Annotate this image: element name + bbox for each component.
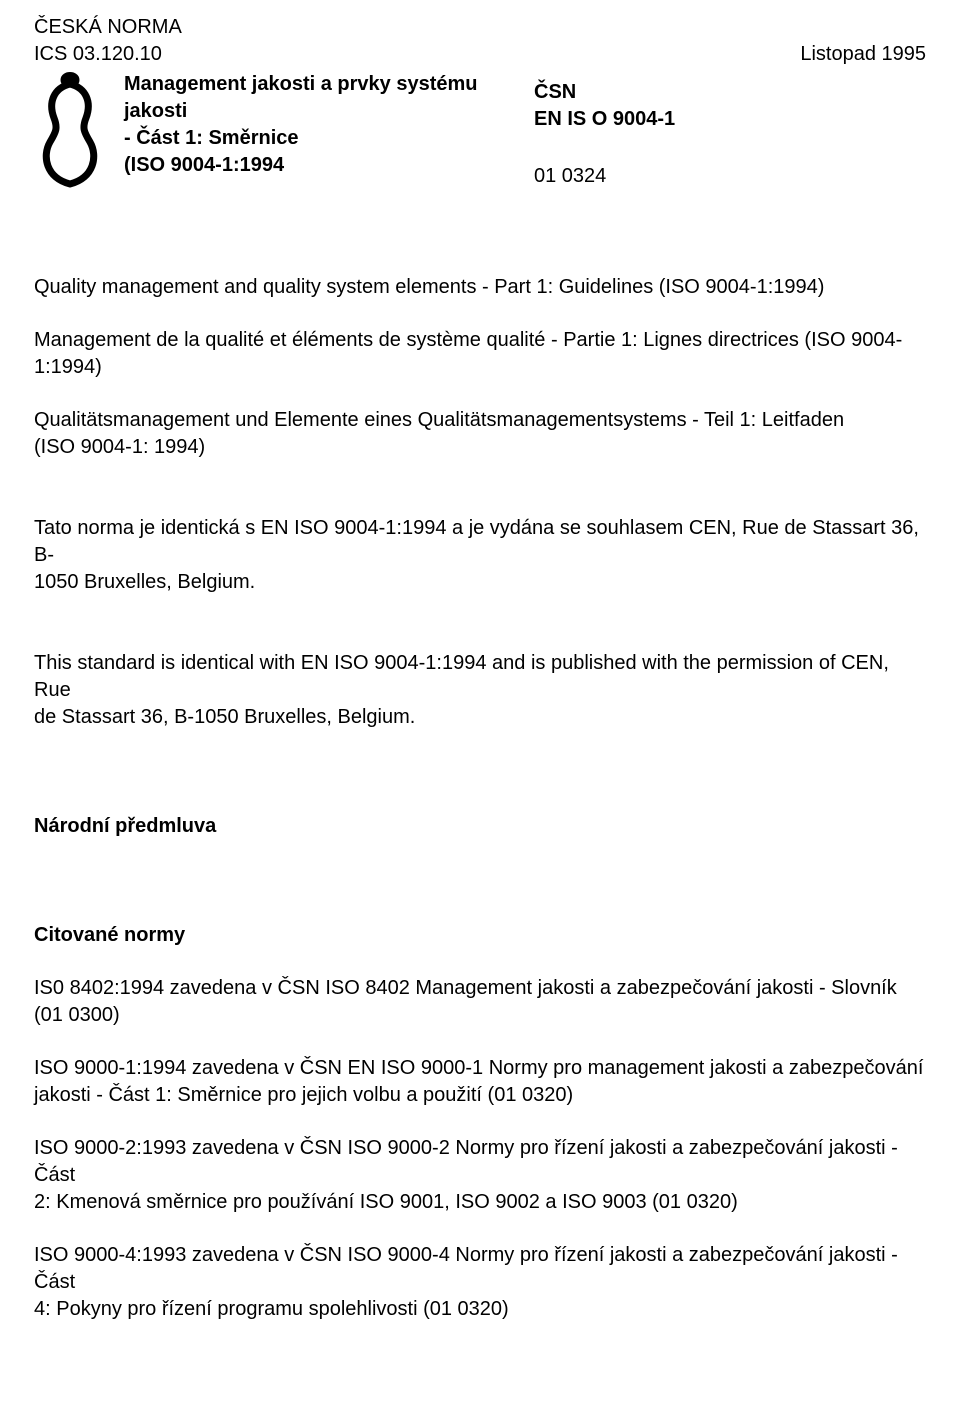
header-row: ICS 03.120.10 Listopad 1995: [34, 41, 926, 68]
text-line: ISO 9000-4:1993 zavedena v ČSN ISO 9000-…: [34, 1242, 926, 1296]
text-line: de Stassart 36, B-1050 Bruxelles, Belgiu…: [34, 704, 926, 731]
designation-block: ČSN EN IS O 9004-1 01 0324: [534, 70, 926, 190]
text-line: Quality management and quality system el…: [34, 274, 926, 301]
issue-date: Listopad 1995: [800, 41, 926, 68]
title-line: Management jakosti a prvky systému: [124, 71, 524, 98]
title-line: jakosti: [124, 98, 524, 125]
text-line: ISO 9000-2:1993 zavedena v ČSN ISO 9000-…: [34, 1135, 926, 1189]
foreign-title-en: Quality management and quality system el…: [34, 274, 926, 301]
cited-standard-item: ISO 9000-4:1993 zavedena v ČSN ISO 9000-…: [34, 1242, 926, 1323]
text-line: (ISO 9004-1: 1994): [34, 434, 926, 461]
text-line: (01 0300): [34, 1002, 926, 1029]
classification-code: 01 0324: [534, 163, 926, 190]
foreign-title-fr: Management de la qualité et éléments de …: [34, 327, 926, 381]
text-line: 1050 Bruxelles, Belgium.: [34, 569, 926, 596]
national-foreword-heading: Národní předmluva: [34, 813, 926, 840]
cited-standard-item: IS0 8402:1994 zavedena v ČSN ISO 8402 Ma…: [34, 975, 926, 1029]
foreign-title-de: Qualitätsmanagement und Elemente eines Q…: [34, 407, 926, 461]
text-line: Qualitätsmanagement und Elemente eines Q…: [34, 407, 926, 434]
header-main-row: Management jakosti a prvky systému jakos…: [34, 70, 926, 192]
heading: Citované normy: [34, 922, 926, 949]
designation-line: ČSN: [534, 79, 926, 106]
identity-note-en: This standard is identical with EN ISO 9…: [34, 650, 926, 731]
text-line: 4: Pokyny pro řízení programu spolehlivo…: [34, 1296, 926, 1323]
text-line: Tato norma je identická s EN ISO 9004-1:…: [34, 515, 926, 569]
text-line: IS0 8402:1994 zavedena v ČSN ISO 8402 Ma…: [34, 975, 926, 1002]
ics-code: ICS 03.120.10: [34, 41, 162, 68]
heading: Národní předmluva: [34, 813, 926, 840]
text-line: ISO 9000-1:1994 zavedena v ČSN EN ISO 90…: [34, 1055, 926, 1082]
standard-category: ČESKÁ NORMA: [34, 14, 926, 41]
text-line: 1:1994): [34, 354, 926, 381]
cited-standard-item: ISO 9000-2:1993 zavedena v ČSN ISO 9000-…: [34, 1135, 926, 1216]
cited-standards-heading: Citované normy: [34, 922, 926, 949]
text-line: This standard is identical with EN ISO 9…: [34, 650, 926, 704]
standard-title: Management jakosti a prvky systému jakos…: [124, 70, 534, 179]
title-line: (ISO 9004-1:1994: [124, 152, 524, 179]
text-line: 2: Kmenová směrnice pro používání ISO 90…: [34, 1189, 926, 1216]
identity-note-cs: Tato norma je identická s EN ISO 9004-1:…: [34, 515, 926, 596]
designation-line: EN IS O 9004-1: [534, 106, 926, 133]
text-line: jakosti - Část 1: Směrnice pro jejich vo…: [34, 1082, 926, 1109]
title-line: - Část 1: Směrnice: [124, 125, 524, 152]
text-line: Management de la qualité et éléments de …: [34, 327, 926, 354]
cited-standard-item: ISO 9000-1:1994 zavedena v ČSN EN ISO 90…: [34, 1055, 926, 1109]
standard-logo-icon: [34, 70, 124, 192]
